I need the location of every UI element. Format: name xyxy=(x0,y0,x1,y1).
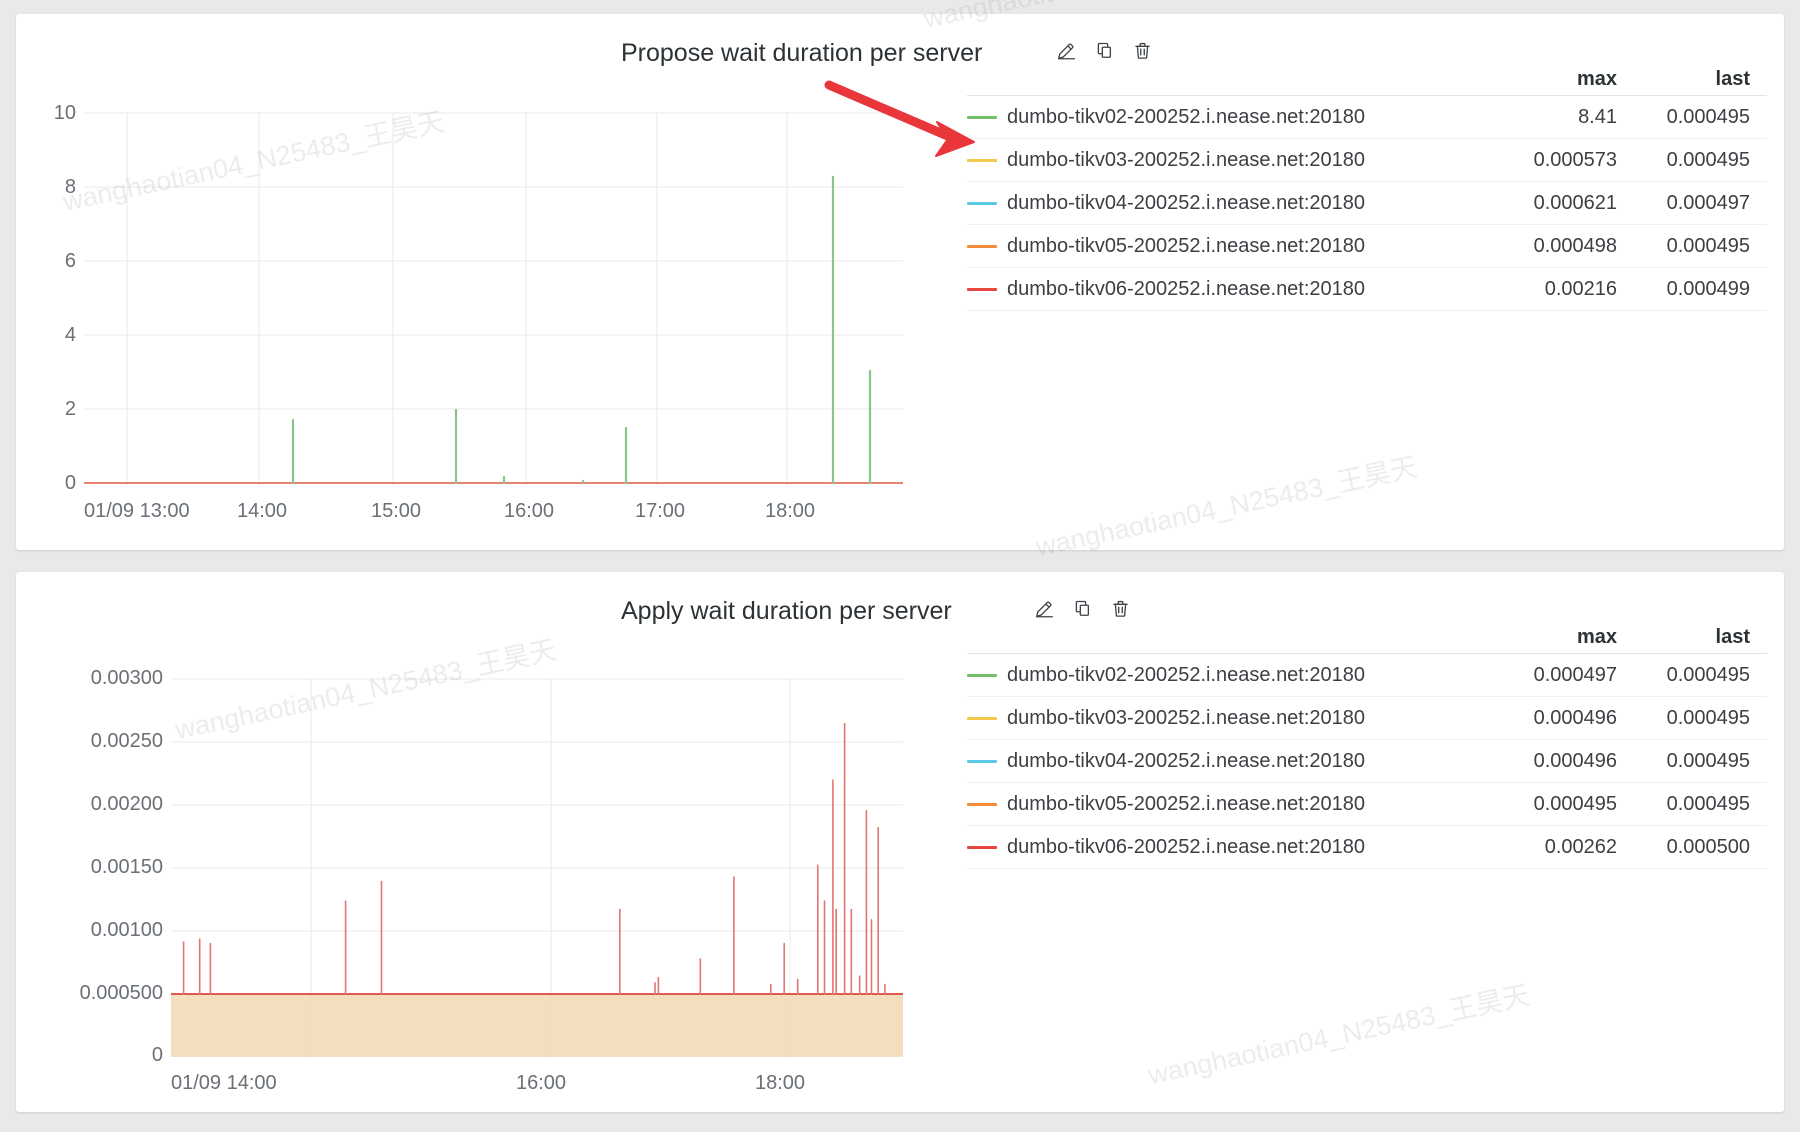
svg-text:17:00: 17:00 xyxy=(635,500,685,522)
svg-text:0.00200: 0.00200 xyxy=(91,793,163,815)
svg-text:0.00100: 0.00100 xyxy=(91,919,163,941)
svg-text:0.00250: 0.00250 xyxy=(91,730,163,752)
svg-text:0.00300: 0.00300 xyxy=(91,667,163,689)
svg-text:18:00: 18:00 xyxy=(755,1072,805,1094)
svg-text:10: 10 xyxy=(54,102,76,124)
svg-text:14:00: 14:00 xyxy=(237,500,287,522)
svg-text:0.00150: 0.00150 xyxy=(91,856,163,878)
svg-text:2: 2 xyxy=(65,398,76,420)
svg-text:01/09 14:00: 01/09 14:00 xyxy=(171,1072,277,1094)
svg-text:15:00: 15:00 xyxy=(371,500,421,522)
svg-text:0: 0 xyxy=(152,1044,163,1066)
svg-text:0: 0 xyxy=(65,472,76,494)
svg-text:0.000500: 0.000500 xyxy=(80,982,163,1004)
svg-text:6: 6 xyxy=(65,250,76,272)
svg-text:01/09 13:00: 01/09 13:00 xyxy=(84,500,190,522)
svg-text:16:00: 16:00 xyxy=(516,1072,566,1094)
svg-text:4: 4 xyxy=(65,324,76,346)
svg-text:8: 8 xyxy=(65,176,76,198)
svg-text:16:00: 16:00 xyxy=(504,500,554,522)
svg-text:18:00: 18:00 xyxy=(765,500,815,522)
